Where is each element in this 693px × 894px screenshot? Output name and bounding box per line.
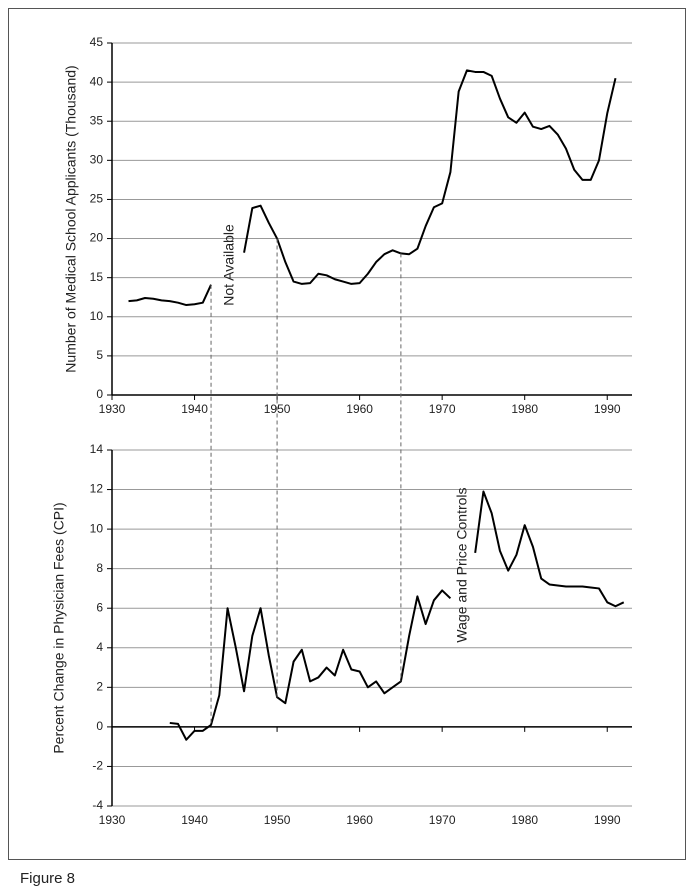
x-tick-label: 1950: [264, 813, 291, 827]
x-tick-label: 1990: [594, 402, 621, 416]
y-axis-label: Percent Change in Physician Fees (CPI): [51, 502, 67, 753]
x-tick-label: 1960: [346, 813, 373, 827]
x-tick-label: 1980: [511, 402, 538, 416]
y-tick-label: 8: [96, 561, 103, 575]
x-tick-label: 1980: [511, 813, 538, 827]
y-tick-label: 2: [96, 680, 103, 694]
data-line: [128, 69, 617, 307]
y-tick-label: 15: [90, 270, 104, 284]
y-tick-label: 5: [96, 348, 103, 362]
y-tick-label: 40: [90, 74, 104, 88]
y-tick-label: 14: [90, 442, 104, 456]
y-tick-label: 45: [90, 35, 104, 49]
y-tick-label: 35: [90, 113, 104, 127]
x-tick-label: 1990: [594, 813, 621, 827]
x-tick-label: 1930: [99, 813, 126, 827]
y-tick-label: 25: [90, 192, 104, 206]
y-tick-label: 0: [96, 387, 103, 401]
x-tick-label: 1930: [99, 402, 126, 416]
y-tick-label: 4: [96, 640, 103, 654]
y-tick-label: 20: [90, 231, 104, 245]
x-tick-label: 1940: [181, 402, 208, 416]
caption: Figure 8: [20, 870, 76, 887]
y-tick-label: 12: [90, 482, 104, 496]
x-tick-label: 1940: [181, 813, 208, 827]
x-tick-label: 1970: [429, 813, 456, 827]
annotation: Wage and Price Controls: [454, 487, 470, 642]
x-tick-label: 1970: [429, 402, 456, 416]
y-tick-label: -4: [92, 798, 103, 812]
x-tick-label: 1960: [346, 402, 373, 416]
y-tick-label: 0: [96, 719, 103, 733]
y-axis-label: Number of Medical School Applicants (Tho…: [63, 65, 79, 372]
y-tick-label: 30: [90, 153, 104, 167]
y-tick-label: 10: [90, 521, 104, 535]
annotation: Not Available: [221, 224, 237, 306]
figure-frame: [8, 8, 686, 860]
y-tick-label: 10: [90, 309, 104, 323]
data-line: [169, 490, 625, 741]
y-tick-label: 6: [96, 600, 103, 614]
y-tick-label: -2: [92, 759, 103, 773]
